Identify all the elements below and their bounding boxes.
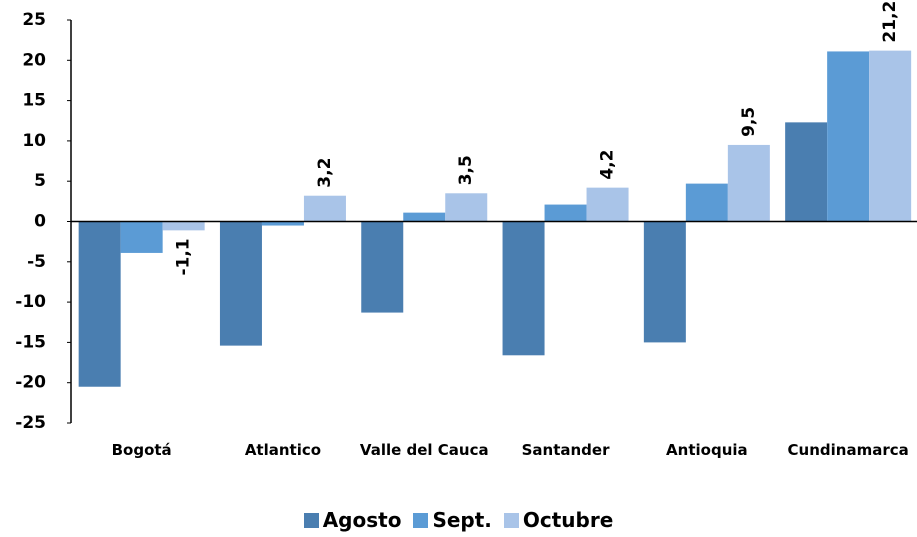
bar <box>120 221 163 253</box>
data-label: 4,2 <box>598 150 618 180</box>
bar <box>78 221 121 387</box>
y-tick-label: 25 <box>22 10 46 30</box>
data-label: -1,1 <box>174 238 194 275</box>
x-tick-label: Valle del Cauca <box>359 441 489 459</box>
bar <box>827 51 870 222</box>
y-tick-label: -25 <box>15 413 46 433</box>
y-tick-label: -10 <box>15 292 46 312</box>
legend-swatch <box>303 513 319 528</box>
data-label: 3,5 <box>456 155 476 185</box>
bar <box>261 221 304 226</box>
y-tick-label: -20 <box>15 373 46 393</box>
y-tick-label: 20 <box>22 50 46 70</box>
legend-label: Octubre <box>522 508 614 532</box>
legend-item: Agosto <box>303 508 402 532</box>
legend-label: Sept. <box>432 508 492 532</box>
legend-item: Octubre <box>503 508 614 532</box>
bar <box>162 221 205 231</box>
data-label: 9,5 <box>739 107 759 137</box>
legend-label: Agosto <box>322 508 402 532</box>
bar <box>643 221 686 343</box>
bar <box>403 212 446 222</box>
bar <box>685 183 728 222</box>
data-label: 3,2 <box>315 158 335 188</box>
y-tick-label: 0 <box>34 212 46 232</box>
y-tick-label: 15 <box>22 91 46 111</box>
x-tick-label: Antioquia <box>666 441 748 459</box>
data-label: 21,2 <box>880 1 900 43</box>
x-tick-label: Cundinamarca <box>787 441 909 459</box>
bar <box>219 221 262 346</box>
legend-item: Sept. <box>413 508 492 532</box>
legend-swatch <box>503 513 519 528</box>
x-tick-label: Santander <box>521 441 610 459</box>
x-tick-label: Atlantico <box>244 441 322 459</box>
y-tick-label: -5 <box>27 252 46 272</box>
y-tick-label: 5 <box>34 171 46 191</box>
legend-swatch <box>413 513 429 528</box>
y-tick-label: -15 <box>15 332 46 352</box>
bar <box>544 204 587 222</box>
bar <box>785 122 828 222</box>
bar <box>586 187 629 222</box>
legend: Agosto Sept. Octubre <box>0 508 917 532</box>
bar <box>303 195 346 222</box>
bar <box>502 221 545 356</box>
bar <box>361 221 404 313</box>
bar <box>727 144 770 222</box>
x-tick-label: Bogotá <box>111 441 172 459</box>
bar <box>445 193 488 222</box>
y-tick-label: 10 <box>22 131 46 151</box>
bar <box>869 50 912 222</box>
